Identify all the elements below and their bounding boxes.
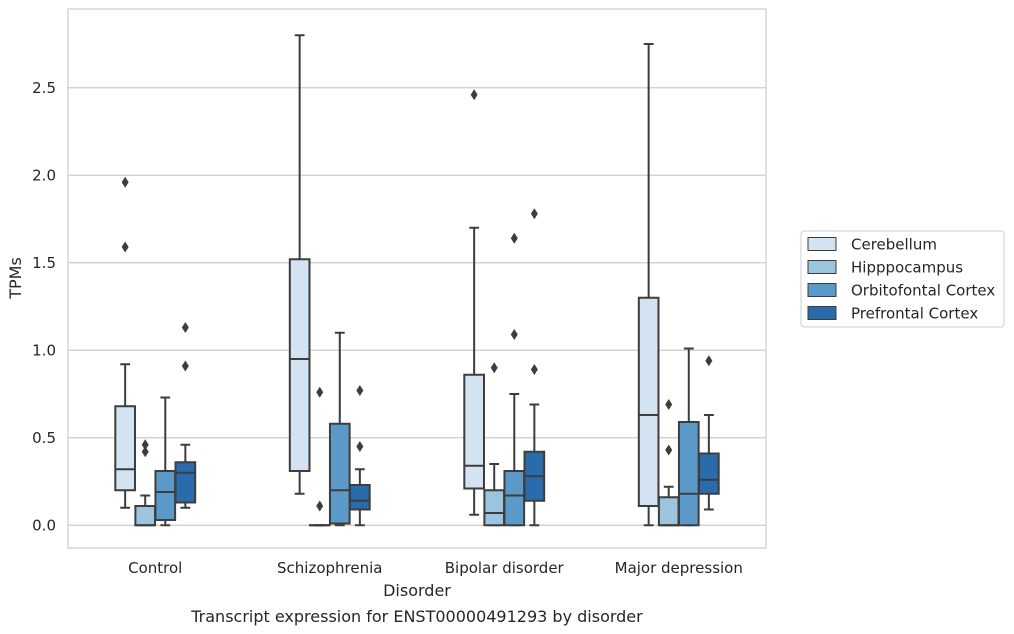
box-group <box>463 89 485 516</box>
legend-label: Cerebellum <box>851 236 937 254</box>
outlier-point <box>316 500 324 512</box>
x-tick-label: Bipolar disorder <box>445 559 565 577</box>
box-group <box>503 232 526 527</box>
y-tick-label: 0.5 <box>32 429 56 447</box>
box-group <box>154 396 177 527</box>
outlier-point <box>181 360 189 372</box>
outlier-point <box>121 241 129 253</box>
legend-swatch <box>807 283 837 297</box>
x-tick-label: Schizophrenia <box>277 559 382 577</box>
box <box>288 258 311 472</box>
legend-label: Prefrontal Cortex <box>851 305 978 323</box>
legend-swatch <box>807 306 837 320</box>
box <box>349 484 371 511</box>
y-tick-label: 1.0 <box>32 341 56 359</box>
box <box>483 489 506 527</box>
box-group <box>308 386 331 527</box>
x-tick-labels: Control Schizophrenia Bipolar disorder Majo… <box>128 559 743 577</box>
chart-caption: Transcript expression for ENST0000049129… <box>190 607 643 626</box>
outlier-point <box>121 176 129 188</box>
legend: Cerebellum Hipppocampus Orbitofontal Corte… <box>800 230 1005 328</box>
outlier-point <box>470 89 478 101</box>
plot-area-frame <box>67 8 767 549</box>
y-tick-label: 1.5 <box>32 254 56 272</box>
outlier-point <box>530 364 538 375</box>
outlier-point <box>356 385 364 396</box>
outlier-point <box>665 399 673 410</box>
x-tick-label: Control <box>128 559 182 577</box>
box <box>154 470 177 521</box>
outlier-point <box>141 446 149 458</box>
legend-swatch <box>807 237 837 251</box>
box <box>463 373 485 490</box>
box <box>677 421 700 527</box>
box <box>174 461 197 504</box>
box-group <box>114 176 136 509</box>
box-group <box>174 322 197 509</box>
outlier-point <box>665 444 673 456</box>
outlier-point <box>490 362 498 374</box>
gridlines <box>68 87 766 526</box>
box <box>698 452 720 495</box>
box-group <box>677 347 700 527</box>
box-group <box>288 34 311 495</box>
outlier-point <box>510 329 518 340</box>
box-marks <box>114 34 720 527</box>
box-group <box>328 331 351 527</box>
legend-frame <box>800 230 1005 328</box>
box-group <box>134 439 157 527</box>
legend-swatch <box>807 260 837 274</box>
box-group <box>698 355 720 511</box>
outlier-point <box>356 441 364 452</box>
y-tick-label: 2.0 <box>32 166 56 184</box>
outlier-point <box>141 439 149 451</box>
box-group <box>657 399 680 527</box>
outlier-point <box>181 322 189 333</box>
box-group <box>349 385 371 527</box>
box <box>114 405 136 492</box>
box-group <box>523 208 546 527</box>
y-tick-label: 0.0 <box>32 516 56 534</box>
outlier-point <box>510 232 518 244</box>
x-axis-title: Disorder <box>383 581 451 600</box>
box <box>657 496 680 527</box>
outlier-point <box>316 386 324 398</box>
y-tick-labels: 0.0 0.5 1.0 1.5 2.0 2.5 <box>32 79 56 535</box>
box <box>328 422 351 525</box>
box <box>134 505 157 527</box>
y-tick-label: 2.5 <box>32 79 56 97</box>
legend-label: Orbitofontal Cortex <box>851 282 995 300</box>
box-group <box>483 362 506 527</box>
box <box>637 296 660 507</box>
outlier-point <box>530 208 538 220</box>
box <box>503 470 526 527</box>
box-group <box>637 43 660 527</box>
outlier-point <box>705 355 713 367</box>
legend-label: Hipppocampus <box>851 259 963 277</box>
x-tick-label: Major depression <box>615 559 743 577</box>
y-axis-title: TPMs <box>6 257 25 300</box>
